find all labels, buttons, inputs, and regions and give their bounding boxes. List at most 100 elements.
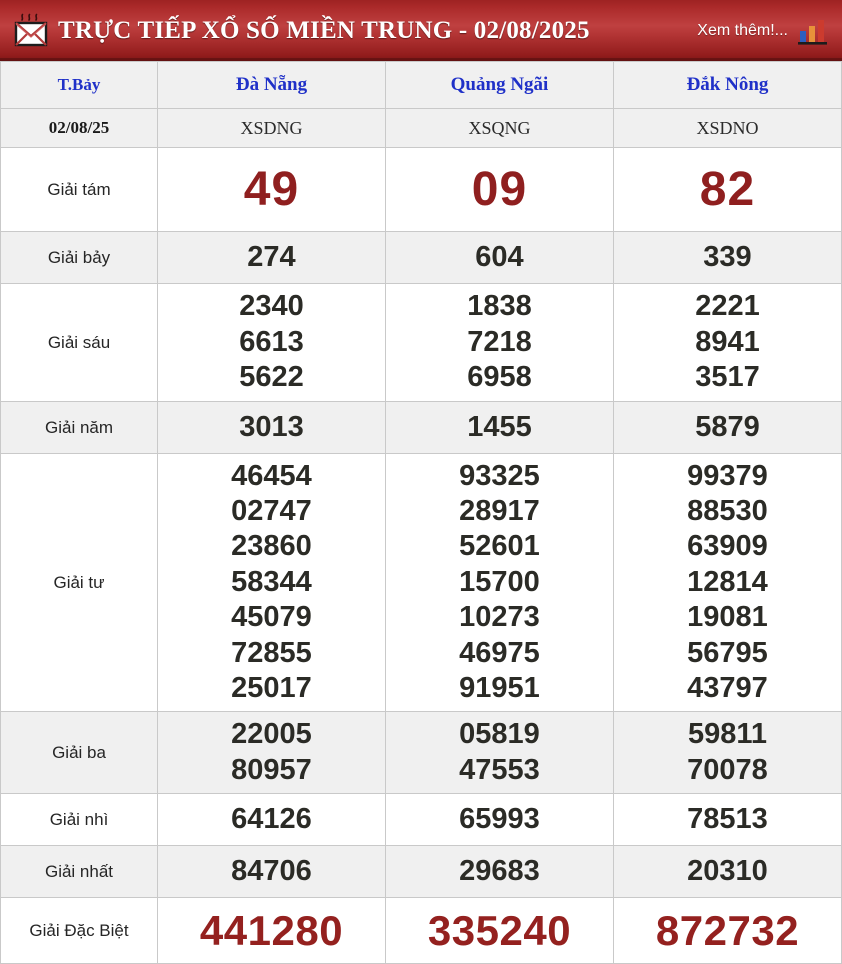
prize-3-values-quangngai: 05819 47553 xyxy=(385,711,614,794)
table-row-prize-6: Giải sáu 2340 6613 5622 1838 7218 6958 2221 8… xyxy=(0,283,842,402)
prize-7-values-daknong: 339 xyxy=(613,231,842,284)
prize-3-values-daknong: 59811 70078 xyxy=(613,711,842,794)
lottery-number: 274 xyxy=(247,240,296,273)
lottery-number: 10273 xyxy=(459,601,540,634)
table-row-prize-1: Giải nhất 84706 29683 20310 xyxy=(0,845,842,898)
lottery-number: 872732 xyxy=(655,906,800,954)
table-subheader-row: 02/08/25 XSDNG XSQNG XSDNO xyxy=(0,108,842,148)
prize-5-values-danang: 3013 xyxy=(157,401,386,454)
lottery-number: 2221 xyxy=(695,290,760,323)
lottery-number: 7218 xyxy=(467,325,532,358)
lottery-number: 22005 xyxy=(231,718,312,751)
lottery-number: 58344 xyxy=(231,565,312,598)
prize-special-values-daknong: 872732 xyxy=(613,897,842,964)
lottery-number: 5879 xyxy=(695,410,760,443)
lottery-number: 05819 xyxy=(459,718,540,751)
lottery-number: 23860 xyxy=(231,530,312,563)
lottery-number: 46975 xyxy=(459,636,540,669)
lottery-number: 88530 xyxy=(687,495,768,528)
prize-label-1: Giải nhất xyxy=(0,845,158,898)
prize-6-values-daknong: 2221 8941 3517 xyxy=(613,283,842,402)
prize-2-values-quangngai: 65993 xyxy=(385,793,614,846)
lottery-number: 5622 xyxy=(239,361,304,394)
prize-label-4: Giải tư xyxy=(0,453,158,712)
lottery-number: 02747 xyxy=(231,495,312,528)
prize-6-values-danang: 2340 6613 5622 xyxy=(157,283,386,402)
lottery-number: 56795 xyxy=(687,636,768,669)
lottery-number: 25017 xyxy=(231,671,312,704)
prize-label-special: Giải Đặc Biệt xyxy=(0,897,158,964)
lottery-number: 49 xyxy=(243,162,300,216)
lottery-number: 6958 xyxy=(467,361,532,394)
table-row-prize-special: Giải Đặc Biệt 441280 335240 872732 xyxy=(0,897,842,964)
table-row-prize-4: Giải tư 46454 02747 23860 58344 45079 72855 25… xyxy=(0,453,842,712)
lottery-number: 3013 xyxy=(239,410,304,443)
prize-special-values-quangngai: 335240 xyxy=(385,897,614,964)
prize-8-values-daknong: 82 xyxy=(613,147,842,232)
prize-1-values-daknong: 20310 xyxy=(613,845,842,898)
lottery-number: 52601 xyxy=(459,530,540,563)
lottery-number: 6613 xyxy=(239,325,304,358)
lottery-number: 335240 xyxy=(427,906,572,954)
lottery-number: 59811 xyxy=(687,718,768,751)
lottery-number: 09 xyxy=(471,162,528,216)
lottery-number: 64126 xyxy=(231,802,312,835)
banner-title: TRỰC TIẾP XỔ SỐ MIỀN TRUNG - 02/08/2025 xyxy=(58,16,590,44)
table-row-prize-5: Giải năm 3013 1455 5879 xyxy=(0,401,842,454)
lottery-number: 1455 xyxy=(467,410,532,443)
prize-1-values-quangngai: 29683 xyxy=(385,845,614,898)
lottery-number: 63909 xyxy=(687,530,768,563)
header-province-1[interactable]: Quảng Ngãi xyxy=(385,61,614,109)
table-row-prize-2: Giải nhì 64126 65993 78513 xyxy=(0,793,842,846)
lottery-results-table: T.Bảy Đà Nẵng Quảng Ngãi Đắk Nông 02/08/… xyxy=(0,61,842,964)
lottery-number: 8941 xyxy=(695,325,760,358)
lottery-number: 80957 xyxy=(231,753,312,786)
lottery-number: 82 xyxy=(699,162,756,216)
see-more-link[interactable]: Xem thêm!... xyxy=(697,21,788,39)
prize-label-6: Giải sáu xyxy=(0,283,158,402)
prize-label-2: Giải nhì xyxy=(0,793,158,846)
lottery-number: 1838 xyxy=(467,290,532,323)
header-day: T.Bảy xyxy=(0,61,158,109)
lottery-number: 70078 xyxy=(687,753,768,786)
prize-special-values-danang: 441280 xyxy=(157,897,386,964)
header-province-0[interactable]: Đà Nẵng xyxy=(157,61,386,109)
table-row-prize-8: Giải tám 49 09 82 xyxy=(0,147,842,232)
lottery-number: 339 xyxy=(703,240,752,273)
prize-7-values-quangngai: 604 xyxy=(385,231,614,284)
subheader-date: 02/08/25 xyxy=(0,108,158,148)
lottery-number: 441280 xyxy=(199,906,344,954)
subheader-code-2[interactable]: XSDNO xyxy=(613,108,842,148)
lottery-number: 2340 xyxy=(239,290,304,323)
prize-label-7: Giải bảy xyxy=(0,231,158,284)
prize-6-values-quangngai: 1838 7218 6958 xyxy=(385,283,614,402)
page-banner: TRỰC TIẾP XỔ SỐ MIỀN TRUNG - 02/08/2025 … xyxy=(0,0,842,61)
prize-4-values-quangngai: 93325 28917 52601 15700 10273 46975 91951 xyxy=(385,453,614,712)
lottery-number: 84706 xyxy=(231,854,312,887)
bar-chart-icon[interactable] xyxy=(796,16,830,46)
lottery-number: 99379 xyxy=(687,459,768,492)
table-row-prize-3: Giải ba 22005 80957 05819 47553 59811 70078 xyxy=(0,711,842,794)
prize-8-values-danang: 49 xyxy=(157,147,386,232)
lottery-number: 28917 xyxy=(459,495,540,528)
lottery-number: 46454 xyxy=(231,459,312,492)
hot-mail-icon xyxy=(10,11,52,51)
prize-1-values-danang: 84706 xyxy=(157,845,386,898)
prize-5-values-quangngai: 1455 xyxy=(385,401,614,454)
lottery-number: 29683 xyxy=(459,854,540,887)
lottery-number: 45079 xyxy=(231,601,312,634)
lottery-number: 93325 xyxy=(459,459,540,492)
prize-label-5: Giải năm xyxy=(0,401,158,454)
prize-7-values-danang: 274 xyxy=(157,231,386,284)
lottery-number: 15700 xyxy=(459,565,540,598)
subheader-code-0[interactable]: XSDNG xyxy=(157,108,386,148)
prize-2-values-daknong: 78513 xyxy=(613,793,842,846)
header-province-2[interactable]: Đắk Nông xyxy=(613,61,842,109)
subheader-code-1[interactable]: XSQNG xyxy=(385,108,614,148)
lottery-number: 12814 xyxy=(687,565,768,598)
table-row-prize-7: Giải bảy 274 604 339 xyxy=(0,231,842,284)
prize-label-8: Giải tám xyxy=(0,147,158,232)
prize-8-values-quangngai: 09 xyxy=(385,147,614,232)
prize-2-values-danang: 64126 xyxy=(157,793,386,846)
prize-4-values-daknong: 99379 88530 63909 12814 19081 56795 43797 xyxy=(613,453,842,712)
